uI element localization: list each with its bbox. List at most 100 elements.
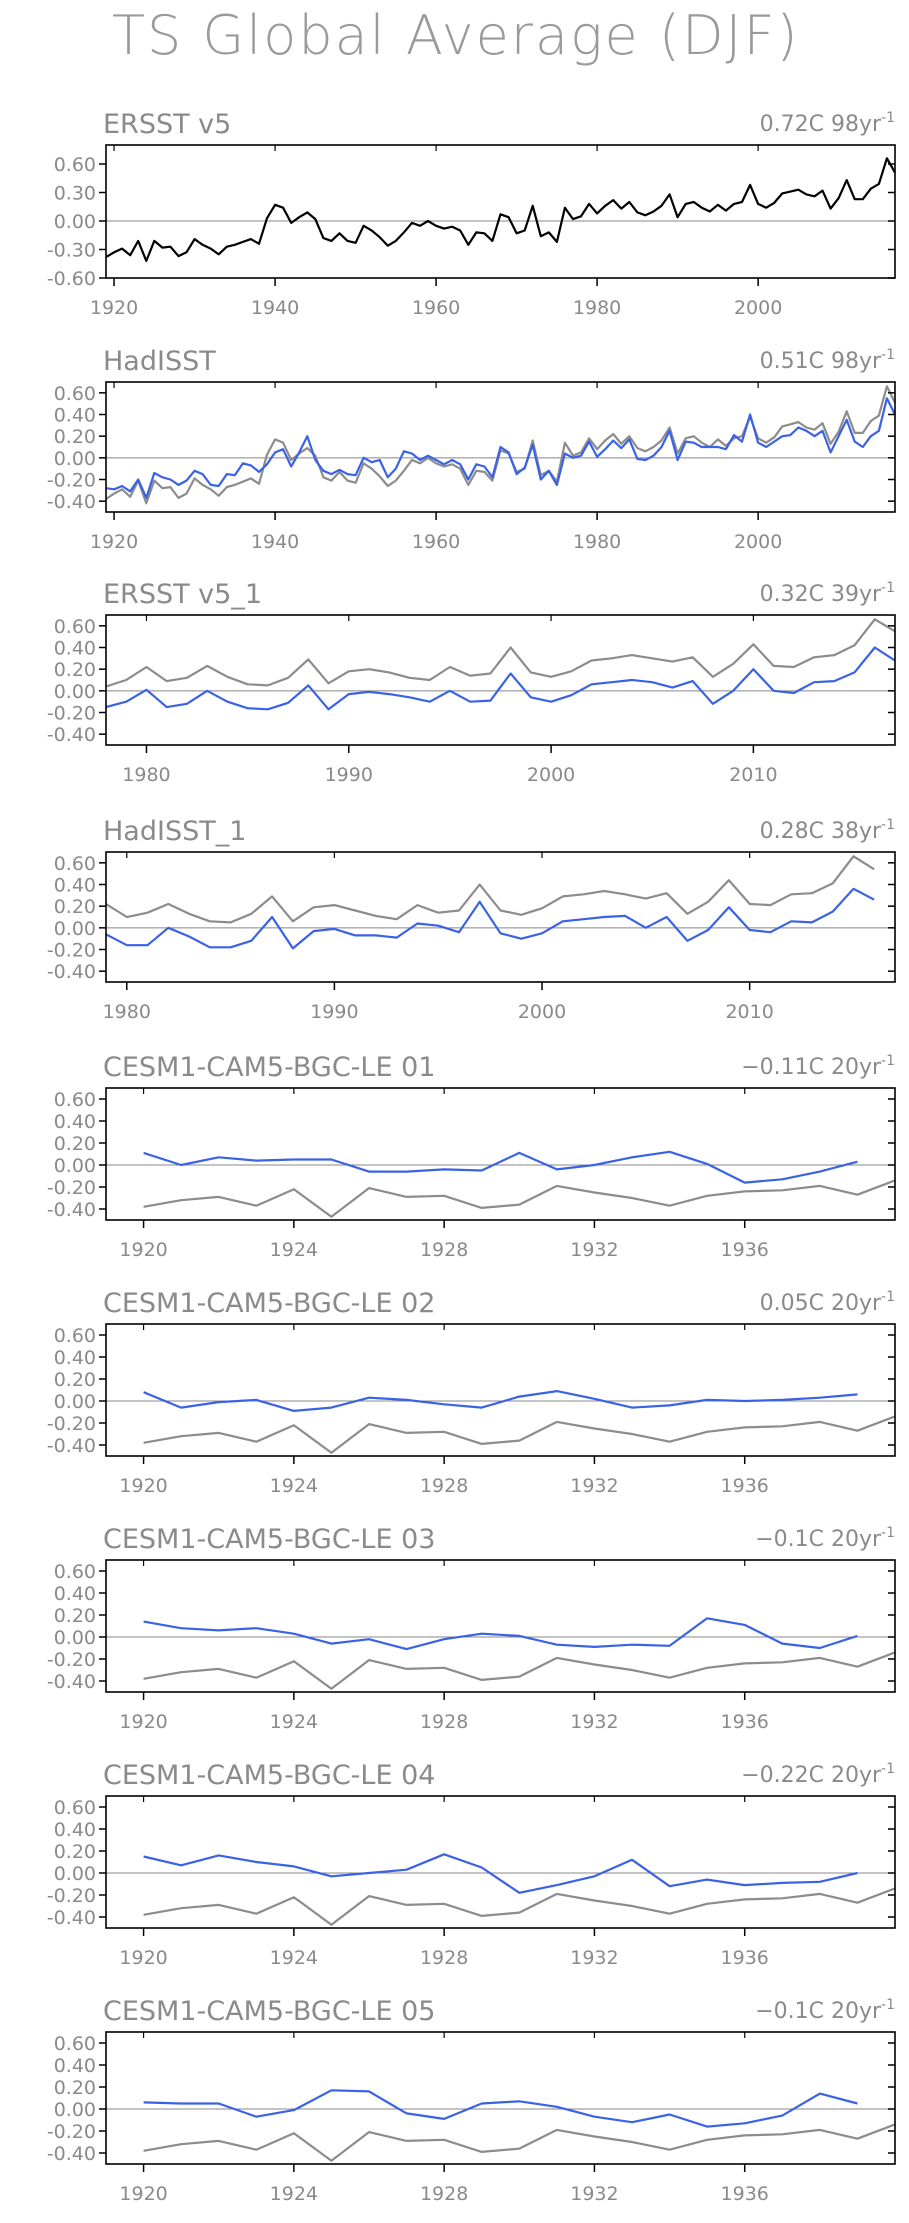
panel-1-ytick-label: 0.60: [54, 154, 96, 176]
panel-9-title: CESM1-CAM5-BGC-LE 05: [103, 1996, 435, 2027]
panel-8-ytick-label: 0.60: [54, 1797, 96, 1819]
panel-5-series-2-line: [143, 1150, 858, 1184]
panel-1-ytick-label: -0.60: [47, 268, 96, 290]
panel-3-frame: [105, 614, 896, 746]
panel-3-ytick-label: 0.40: [54, 638, 96, 660]
panel-6-series-2-line: [143, 1389, 858, 1413]
panel-9-xtick-label: 1920: [119, 2183, 167, 2205]
panel-7-ytick-label: -0.20: [47, 1649, 96, 1671]
panel-9-xtick-label: 1932: [570, 2183, 618, 2205]
panel-2-ytick-label: -0.20: [47, 470, 96, 492]
panel-5-ytick-label: -0.20: [47, 1177, 96, 1199]
panel-4-xtick-label: 1990: [310, 1001, 358, 1023]
panel-7-xtick-label: 1936: [721, 1711, 769, 1733]
panel-3-title: ERSST v5_1: [103, 579, 262, 610]
panel-5-xtick-label: 1920: [119, 1239, 167, 1261]
panel-8-ytick-label: -0.20: [47, 1885, 96, 1907]
panel-3-series-1-line: [105, 618, 896, 688]
panel-2-ytick-label: 0.60: [54, 383, 96, 405]
panel-3-xtick-label: 1980: [122, 764, 170, 786]
panel-9-ytick-label: -0.20: [47, 2121, 96, 2143]
panel-5-ytick-label: 0.60: [54, 1089, 96, 1111]
panel-7-ytick-label: 0.00: [54, 1627, 96, 1649]
panel-3-xtick-label: 2000: [527, 764, 575, 786]
panel-5-series-1-line: [143, 1179, 896, 1218]
panel-7-ytick-label: 0.20: [54, 1605, 96, 1627]
panel-7-xtick-label: 1928: [420, 1711, 468, 1733]
panel-6-title: CESM1-CAM5-BGC-LE 02: [103, 1288, 435, 1319]
panel-2-series-1-line: [105, 385, 896, 505]
panel-4-ytick-label: -0.40: [47, 961, 96, 983]
panel-7-frame: [105, 1559, 896, 1693]
panel-8-xtick-label: 1932: [570, 1947, 618, 1969]
panel-2-ytick-label: 0.00: [54, 448, 96, 470]
panel-4-xtick-label: 1980: [103, 1001, 151, 1023]
panel-1-ytick-label: 0.00: [54, 211, 96, 233]
panel-9-ytick-label: 0.00: [54, 2099, 96, 2121]
panel-5-ytick-label: 0.00: [54, 1155, 96, 1177]
panel-2-series-2-line: [105, 397, 896, 499]
panel-4-trend-label: 0.28C 38yr-1: [760, 817, 895, 844]
panel-7-trend-label: −0.1C 20yr-1: [755, 1525, 895, 1552]
panel-5-title: CESM1-CAM5-BGC-LE 01: [103, 1052, 435, 1083]
panel-2-ytick-label: -0.40: [47, 491, 96, 513]
panel-3-ytick-label: 0.20: [54, 659, 96, 681]
panel-4-xtick-label: 2000: [518, 1001, 566, 1023]
panel-8-ytick-label: 0.40: [54, 1819, 96, 1841]
panel-8-title: CESM1-CAM5-BGC-LE 04: [103, 1760, 435, 1791]
panel-8-xtick-label: 1920: [119, 1947, 167, 1969]
panel-9-trend-label: −0.1C 20yr-1: [755, 1997, 895, 2024]
panel-5-frame: [105, 1087, 896, 1221]
figure-title: TS Global Average (DJF): [112, 4, 800, 67]
panel-2-title: HadISST: [103, 346, 216, 377]
panel-9-ytick-label: 0.20: [54, 2077, 96, 2099]
panel-1-title: ERSST v5: [103, 109, 231, 140]
panel-8-xtick-label: 1924: [270, 1947, 318, 1969]
panel-5-xtick-label: 1924: [270, 1239, 318, 1261]
panel-9-frame: [105, 2031, 896, 2165]
panel-3-ytick-label: 0.00: [54, 681, 96, 703]
panel-6-xtick-label: 1924: [270, 1475, 318, 1497]
panel-1-ytick-label: -0.30: [47, 240, 96, 262]
panel-7-series-2-line: [143, 1617, 858, 1651]
panel-4-series-2-line: [105, 887, 875, 950]
panel-1-xtick-label: 1960: [412, 297, 460, 319]
panel-6-trend-label: 0.05C 20yr-1: [760, 1289, 895, 1316]
panel-4-ytick-label: 0.00: [54, 918, 96, 940]
panel-7-xtick-label: 1932: [570, 1711, 618, 1733]
panel-2-trend-label: 0.51C 98yr-1: [760, 347, 895, 374]
panel-3-ytick-label: -0.20: [47, 703, 96, 725]
panel-2-xtick-label: 1960: [412, 531, 460, 553]
panel-1-xtick-label: 1920: [90, 297, 138, 319]
panel-2-xtick-label: 1920: [90, 531, 138, 553]
panel-6-xtick-label: 1932: [570, 1475, 618, 1497]
panel-6-xtick-label: 1920: [119, 1475, 167, 1497]
panel-8-series-1-line: [143, 1887, 896, 1926]
panel-3-ytick-label: -0.40: [47, 724, 96, 746]
panel-3-ytick-label: 0.60: [54, 616, 96, 638]
panel-2-frame: [105, 381, 896, 513]
panel-9-ytick-label: 0.60: [54, 2033, 96, 2055]
panel-4-ytick-label: 0.40: [54, 875, 96, 897]
panel-4-ytick-label: 0.60: [54, 853, 96, 875]
panel-5-trend-label: −0.11C 20yr-1: [741, 1053, 895, 1080]
panel-7-title: CESM1-CAM5-BGC-LE 03: [103, 1524, 435, 1555]
panel-2-ytick-label: 0.20: [54, 426, 96, 448]
panel-6-series-1-line: [143, 1415, 896, 1454]
panel-6-ytick-label: 0.60: [54, 1325, 96, 1347]
panel-6-xtick-label: 1936: [721, 1475, 769, 1497]
panel-5-ytick-label: 0.20: [54, 1133, 96, 1155]
panel-5-xtick-label: 1932: [570, 1239, 618, 1261]
panel-7-ytick-label: 0.60: [54, 1561, 96, 1583]
panel-6-ytick-label: -0.40: [47, 1435, 96, 1457]
panel-6-ytick-label: 0.00: [54, 1391, 96, 1413]
panel-3-trend-label: 0.32C 39yr-1: [760, 580, 895, 607]
panel-1-series-1-line: [105, 157, 896, 262]
panel-6-ytick-label: 0.40: [54, 1347, 96, 1369]
panel-1-xtick-label: 1980: [573, 297, 621, 319]
panel-9-ytick-label: 0.40: [54, 2055, 96, 2077]
panel-9-series-2-line: [143, 2089, 858, 2128]
panel-3-xtick-label: 2010: [729, 764, 777, 786]
panel-8-series-2-line: [143, 1853, 858, 1894]
panel-6-xtick-label: 1928: [420, 1475, 468, 1497]
